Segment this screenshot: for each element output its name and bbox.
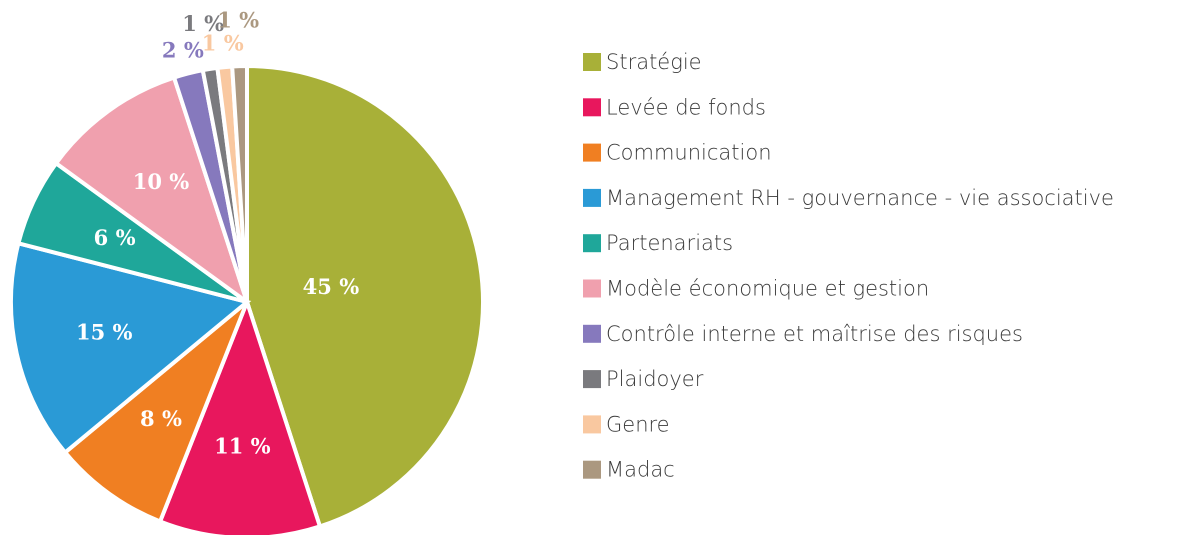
legend-label: Management RH - gouvernance - vie associ… [606, 186, 1114, 210]
pie-slice [230, 63, 249, 303]
data-label: 10 % [133, 169, 190, 194]
data-label: 11 % [214, 434, 271, 459]
legend-label: Levée de fonds [606, 95, 766, 119]
legend-swatch [583, 460, 601, 479]
data-label: 6 % [94, 225, 136, 250]
pie-slice [245, 63, 485, 529]
legend-swatch [583, 234, 601, 253]
legend-swatch [583, 98, 601, 117]
pie-slice [157, 296, 323, 535]
legend-swatch [583, 143, 601, 162]
legend-label: Madac [606, 458, 675, 482]
data-label: 45 % [303, 274, 360, 299]
pie-slice [9, 240, 252, 456]
data-label: 2 % [162, 38, 204, 63]
legend-label: Stratégie [606, 50, 702, 74]
legend-label: Genre [606, 412, 670, 436]
legend-label: Communication [606, 141, 772, 165]
legend-swatch [583, 370, 601, 389]
legend-swatch [583, 188, 601, 207]
pie-slice [53, 75, 251, 308]
legend-label: Contrôle interne et maîtrise des risques [606, 322, 1023, 346]
data-label: 15 % [76, 319, 133, 344]
pie-slice [62, 300, 249, 525]
legend-swatch [583, 279, 601, 298]
legend-label: Modèle économique et gestion [606, 277, 929, 301]
data-label: 1 % [202, 31, 244, 56]
legend-swatch [583, 324, 601, 343]
legend-label: Partenariats [606, 231, 733, 255]
legend-swatch [583, 415, 601, 434]
legend-swatch [583, 53, 601, 71]
data-label: 1 % [217, 8, 259, 33]
data-label: 1 % [182, 11, 224, 36]
data-label: 8 % [140, 406, 182, 431]
legend-label: Plaidoyer [606, 367, 704, 391]
